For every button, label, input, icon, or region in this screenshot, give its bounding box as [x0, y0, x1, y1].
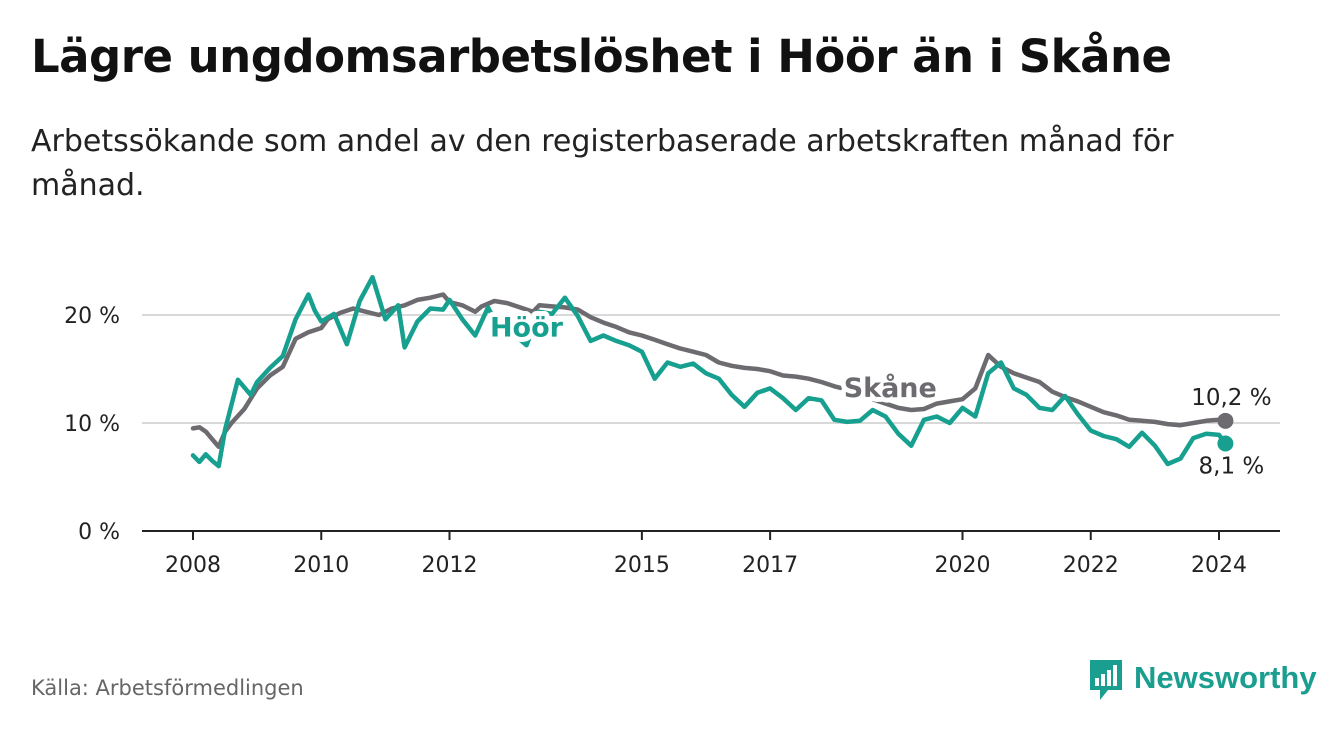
series-line-hr: [190, 274, 1228, 469]
axes: 0 % 10 % 20 % 2008 2010 2012 2015 2017 2020 2022 2…: [64, 304, 1280, 578]
series-label-halo: Skåne: [844, 372, 937, 404]
x-tick-label: 2008: [165, 553, 221, 578]
chart-title: Lägre ungdomsarbetslöshet i Höör än i Sk…: [31, 30, 1172, 83]
brand-logo: Newsworthy: [1088, 658, 1317, 704]
x-tick-label: 2015: [614, 553, 670, 578]
x-tick-label: 2020: [935, 553, 991, 578]
source-note: Källa: Arbetsförmedlingen: [31, 676, 304, 700]
brand-name: Newsworthy: [1134, 660, 1317, 695]
series-name-label: Höör: [490, 313, 564, 344]
series-end-label: 8,1 %: [1199, 454, 1265, 480]
x-tick-label: 2010: [293, 553, 349, 578]
series-end-dot: [1217, 435, 1234, 452]
newsworthy-logo-icon: [1090, 660, 1122, 700]
x-tick-label: 2022: [1063, 553, 1119, 578]
x-tick-label: 2012: [422, 553, 478, 578]
x-tick-label: 2024: [1191, 553, 1247, 578]
y-tick-label: 10 %: [64, 412, 120, 437]
series-lines: [190, 274, 1228, 469]
series-name-label: Skåne: [844, 372, 937, 404]
chart-subtitle: Arbetssökande som andel av den registerb…: [31, 124, 1174, 203]
series-end-dot: [1217, 412, 1234, 429]
series-label-halo: Höör: [490, 313, 564, 344]
x-tick-label: 2017: [742, 553, 798, 578]
series-end-label: 10,2 %: [1191, 385, 1271, 411]
y-tick-label: 0 %: [78, 520, 120, 545]
y-tick-label: 20 %: [64, 304, 120, 329]
